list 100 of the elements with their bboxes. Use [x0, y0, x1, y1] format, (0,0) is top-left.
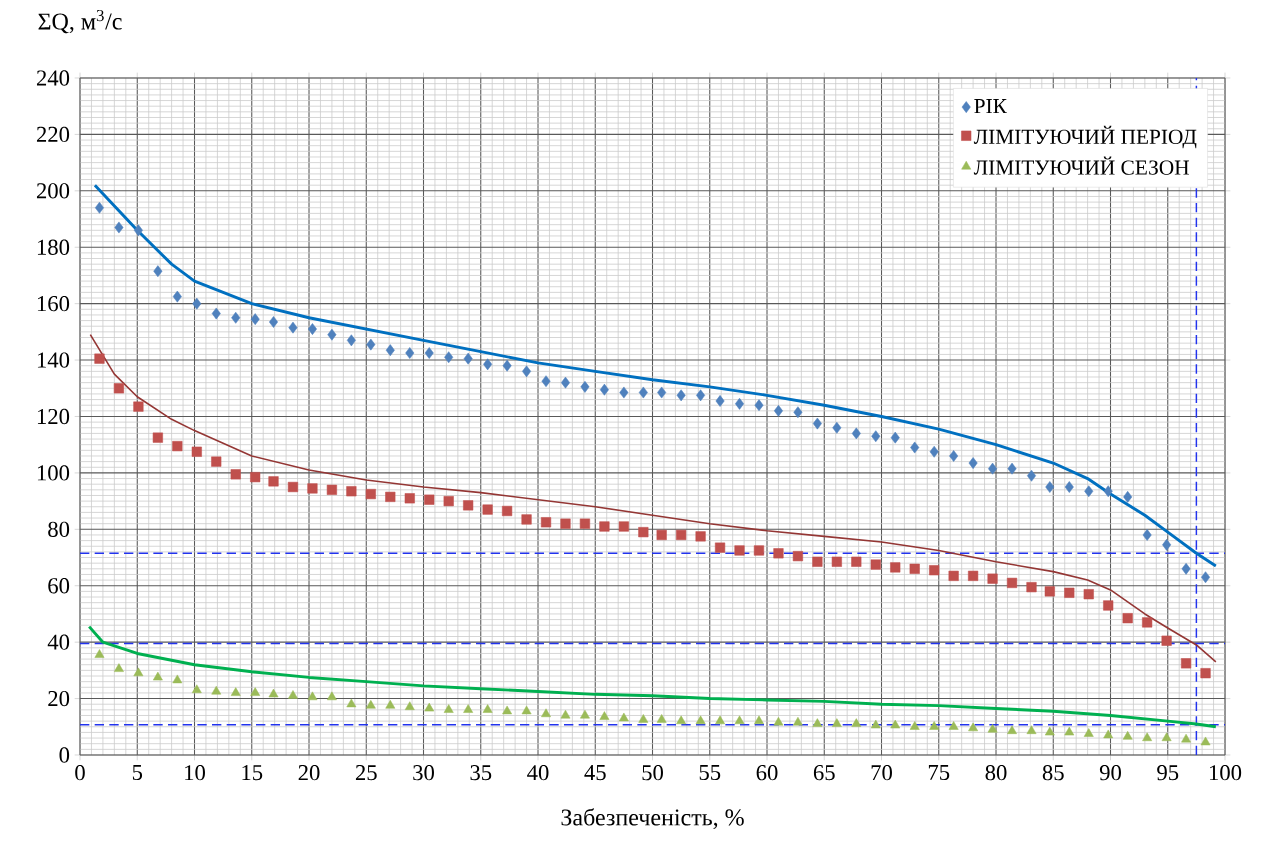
point: [385, 344, 395, 357]
point: [463, 704, 474, 713]
point: [1103, 729, 1114, 739]
point: [890, 562, 901, 573]
point: [909, 563, 920, 574]
x-tick-label: 70: [871, 765, 892, 781]
point: [753, 545, 765, 556]
point: [1161, 635, 1172, 646]
legend-label: ЛІМІТУЮЧИЙ СЕЗОН: [973, 156, 1189, 175]
point: [696, 389, 706, 402]
point: [502, 505, 513, 517]
point: [734, 545, 745, 556]
point: [560, 709, 571, 719]
x-tick-label: 75: [928, 765, 950, 781]
point: [346, 486, 357, 497]
point: [482, 504, 493, 515]
x-tick-label: 60: [756, 765, 778, 781]
point: [1181, 733, 1191, 743]
point: [676, 389, 686, 402]
x-tick-label: 25: [355, 765, 377, 781]
y-tick-label: 220: [36, 126, 70, 143]
point: [618, 521, 629, 532]
point: [385, 491, 396, 502]
point: [1083, 728, 1094, 737]
point: [1201, 571, 1211, 584]
point: [287, 481, 299, 493]
point: [443, 496, 454, 507]
point: [1200, 668, 1211, 679]
x-tick-label: 20: [298, 765, 320, 781]
point: [211, 307, 221, 320]
point: [851, 556, 862, 567]
point: [463, 352, 473, 365]
point: [522, 365, 532, 378]
point: [1083, 589, 1094, 600]
y-tick-label: 180: [37, 239, 70, 255]
point: [1142, 617, 1153, 628]
point: [832, 421, 842, 434]
point: [948, 721, 959, 730]
point: [812, 556, 823, 567]
point: [656, 714, 667, 723]
point: [172, 290, 182, 303]
point: [1044, 586, 1055, 597]
point: [1084, 485, 1094, 498]
point: [638, 527, 649, 538]
point: [365, 488, 376, 500]
point: [870, 719, 881, 729]
point: [929, 445, 939, 458]
point: [773, 716, 784, 726]
point: [211, 685, 222, 695]
y-tick-label: 20: [48, 690, 70, 707]
point: [521, 514, 532, 525]
point: [1162, 538, 1172, 551]
point: [1181, 562, 1191, 575]
point: [191, 684, 202, 694]
point: [133, 401, 144, 412]
point: [812, 718, 823, 727]
point: [230, 687, 241, 696]
point: [541, 375, 551, 388]
x-tick-label: 0: [75, 765, 85, 781]
point: [288, 690, 298, 699]
legend-label: ЛІМІТУЮЧИЙ ПЕРІОД: [973, 125, 1197, 149]
point: [211, 456, 222, 467]
point: [734, 715, 745, 725]
x-tick-label: 80: [985, 765, 1007, 781]
point: [327, 328, 337, 341]
point: [1103, 485, 1113, 498]
point: [968, 570, 979, 581]
point: [619, 386, 629, 399]
point: [113, 383, 125, 394]
point: [715, 715, 725, 725]
point: [114, 221, 124, 234]
point: [987, 723, 998, 733]
y-tick-label: 240: [36, 70, 70, 86]
y-tick-label: 100: [37, 465, 70, 481]
point: [1123, 491, 1133, 503]
x-tick-label: 100: [1210, 765, 1242, 781]
point: [831, 556, 842, 567]
point: [404, 701, 415, 710]
x-tick-label: 50: [642, 765, 663, 781]
y-tick-label: 120: [37, 408, 70, 425]
y-tick-label: 140: [37, 352, 70, 368]
x-tick-label: 15: [242, 765, 263, 781]
point: [1064, 587, 1075, 598]
point: [502, 359, 512, 372]
x-tick-label: 30: [413, 765, 434, 781]
point: [483, 358, 493, 371]
point: [307, 323, 317, 335]
point: [870, 559, 881, 570]
x-tick-label: 90: [1099, 765, 1121, 781]
x-tick-label: 95: [1157, 765, 1179, 781]
point: [773, 404, 783, 417]
y-tick-label: 160: [37, 296, 70, 312]
point: [250, 472, 261, 483]
point: [560, 518, 571, 529]
point: [1064, 481, 1074, 493]
point: [1045, 481, 1055, 493]
point: [366, 338, 376, 351]
point: [1142, 732, 1153, 741]
point: [521, 705, 532, 715]
point: [94, 649, 105, 658]
